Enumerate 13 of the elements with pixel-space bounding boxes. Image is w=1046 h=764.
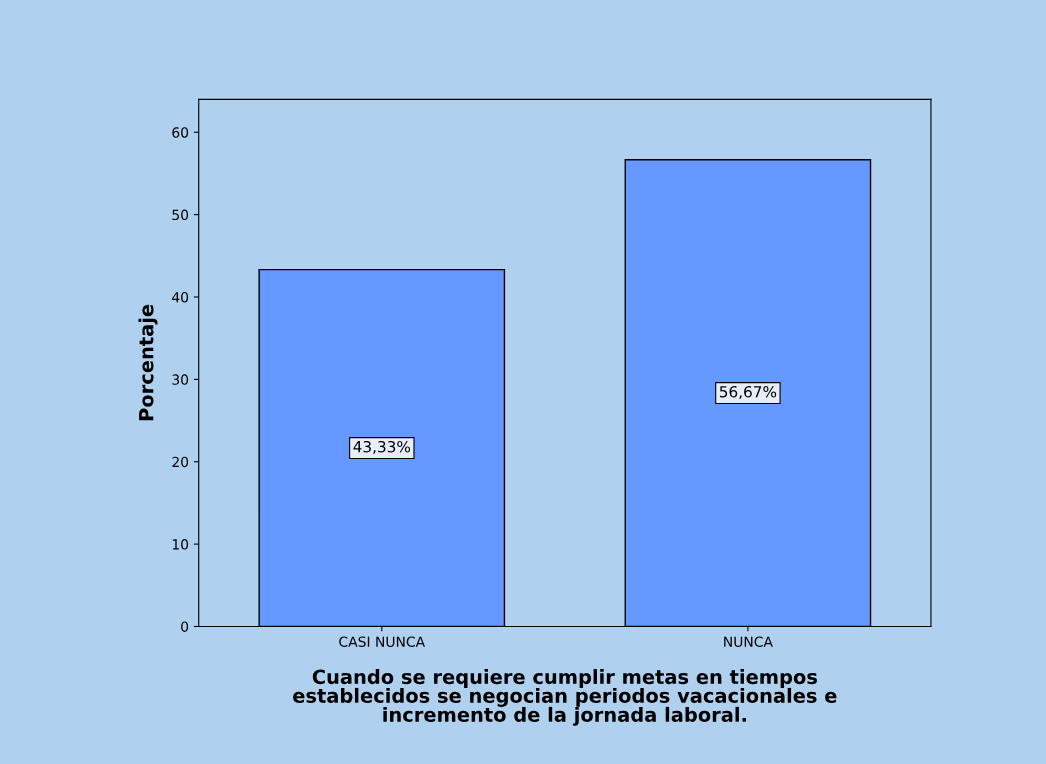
data-label: 56,67% [719,385,777,400]
y-tick-label: 20 [172,456,189,468]
x-tick-label: NUNCA [724,636,773,647]
y-tick-label: 10 [172,539,189,550]
y-tick-label: 50 [172,209,189,221]
x-axis-title: Cuando se requiere cumplir metas en tiempos establecidos se negocian periodos vacacionales e incremento de la jornada laboral. [293,669,837,726]
x-tick-label: CASI NUNCA [339,636,426,647]
y-tick-label: 30 [172,374,189,385]
data-label: 43,33% [353,440,411,455]
y-tick-label: 0 [181,621,189,632]
y-tick-label: 60 [172,127,189,138]
y-axis-title: Porcentaje [138,304,158,421]
y-tick-label: 40 [172,291,189,303]
